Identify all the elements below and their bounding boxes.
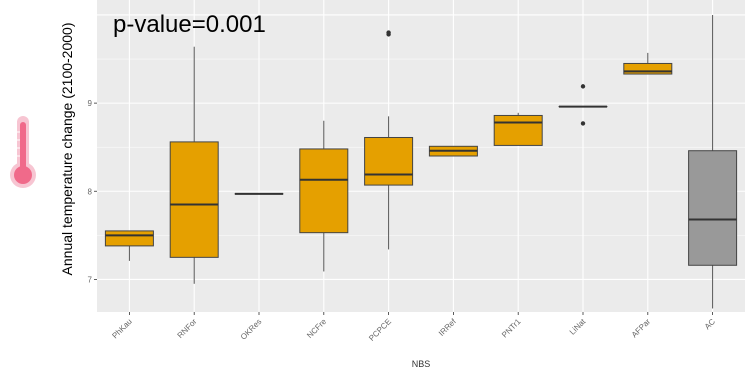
box-RNFor: [169, 46, 219, 284]
y-tick-label: 8: [88, 187, 93, 196]
boxes: [104, 14, 738, 309]
iqr-box: [104, 230, 154, 247]
box-PNTr1: [493, 112, 543, 146]
iqr-box: [493, 114, 543, 146]
iqr-box: [688, 150, 738, 266]
outlier-point: [386, 30, 391, 35]
iqr-box: [623, 62, 673, 75]
box-IRRef: [428, 145, 478, 157]
p-value-annotation: p-value=0.001: [113, 11, 266, 38]
box-PCPCE: [364, 30, 414, 250]
x-tick-label: RNFor: [176, 317, 199, 340]
x-tick-label: IRRef: [437, 317, 458, 338]
iqr-box: [364, 136, 414, 186]
y-tick-label: 9: [88, 99, 93, 108]
iqr-box: [299, 148, 349, 234]
x-tick-label: OKRes: [239, 317, 264, 342]
x-tick-label: PNTr1: [500, 317, 523, 340]
box-AC: [688, 14, 738, 309]
x-tick-label: AFPar: [630, 317, 653, 340]
y-axis-ticks: 7 8 9: [88, 99, 97, 284]
thermometer-icon: [10, 116, 36, 188]
x-axis-ticks: PhKau RNFor OKRes NCFre PCPCE IRRef PNTr1 LiNat…: [110, 312, 717, 343]
x-tick-label: AC: [703, 317, 717, 331]
x-tick-label: LiNat: [568, 317, 588, 337]
outlier-point: [580, 84, 586, 89]
box-AFPar: [623, 52, 673, 75]
x-tick-label: NCFre: [305, 317, 328, 340]
box-PhKau: [104, 230, 154, 261]
box-LiNat: [558, 84, 608, 126]
x-tick-label: PCPCE: [367, 317, 393, 343]
x-axis-title: NBS: [412, 359, 431, 369]
iqr-box: [169, 141, 219, 258]
y-tick-label: 7: [88, 275, 93, 284]
outlier-point: [580, 121, 586, 126]
y-axis-title: Annual temperature change (2100-2000): [59, 23, 75, 276]
x-tick-label: PhKau: [110, 317, 133, 340]
box-NCFre: [299, 120, 349, 272]
